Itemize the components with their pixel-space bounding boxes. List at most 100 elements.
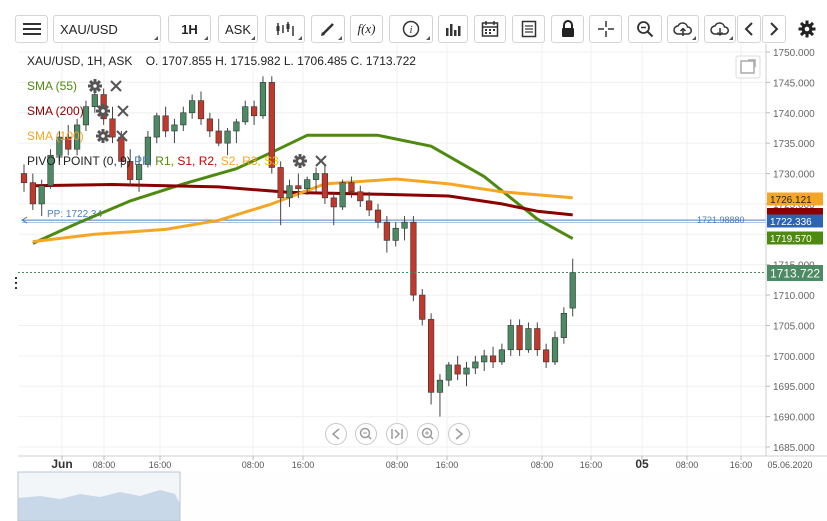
candle-body	[321, 173, 329, 199]
y-tick-label: 1735.000	[773, 139, 815, 150]
candle	[153, 112, 160, 144]
scroll-back-button[interactable]	[325, 423, 347, 445]
zoom-out-icon	[359, 427, 371, 439]
scroll-left-button[interactable]	[737, 15, 761, 43]
candle	[268, 76, 275, 174]
chart-type-button[interactable]	[265, 15, 305, 43]
navigator-mask	[180, 472, 827, 521]
candle	[189, 94, 196, 119]
calendar-button[interactable]	[474, 15, 506, 43]
zoom-button[interactable]	[628, 15, 662, 43]
candle-body	[445, 364, 452, 381]
candle	[569, 258, 576, 317]
indicators-button[interactable]: f(x)	[350, 15, 383, 43]
y-tick-label: 1730.000	[773, 170, 815, 181]
y-tick-label: 1740.000	[773, 109, 815, 120]
x-tick-label: 05	[635, 457, 649, 471]
price-type-select[interactable]: ASK	[218, 15, 258, 43]
navigator-area	[18, 490, 180, 521]
candle	[74, 118, 81, 156]
zoom-in-button[interactable]	[417, 423, 439, 445]
y-tick-label: 1750.000	[773, 48, 815, 59]
menu-button[interactable]	[15, 15, 48, 43]
candle-body	[100, 94, 107, 120]
candle	[357, 185, 364, 207]
candle	[259, 76, 267, 119]
price-label-sma200	[767, 208, 823, 216]
candle-body	[268, 82, 275, 168]
candle	[534, 322, 541, 356]
indicator-legend-pivot[interactable]: PIVOTPOINT (0, 9) PP, R1, S1, R2, S2, R3…	[27, 154, 279, 168]
chevron-right-icon	[455, 428, 464, 440]
gear-icon	[798, 20, 816, 38]
candle	[206, 112, 213, 138]
price-label-text: 1713.722	[770, 267, 820, 281]
zoom-out-button[interactable]	[355, 423, 377, 445]
fullscreen-button[interactable]	[735, 55, 761, 79]
candle	[427, 313, 435, 405]
candle	[454, 355, 461, 381]
candle	[251, 100, 258, 125]
settings-button[interactable]	[792, 15, 822, 43]
template-button[interactable]	[512, 15, 545, 43]
candle	[445, 361, 452, 387]
candle-body	[410, 221, 417, 296]
x-tick-label: 08:00	[676, 460, 699, 470]
candle	[224, 127, 231, 156]
candle	[295, 173, 302, 198]
candle	[135, 155, 143, 192]
pencil-icon	[321, 23, 334, 36]
upload-button[interactable]	[667, 15, 699, 43]
draw-tool-button[interactable]	[311, 15, 345, 43]
candle	[144, 131, 152, 168]
lock-button[interactable]	[551, 15, 584, 43]
candle	[348, 176, 355, 198]
candle-body	[153, 115, 160, 138]
candle-body	[463, 367, 470, 375]
chevron-left-icon	[331, 428, 340, 440]
symbol-select[interactable]: XAU/USD	[53, 15, 161, 43]
candle-body	[127, 161, 134, 180]
timeframe-select[interactable]: 1H	[168, 15, 211, 43]
scroll-right-button[interactable]	[762, 15, 786, 43]
candle	[321, 164, 329, 204]
candle	[180, 106, 187, 131]
candle	[56, 131, 63, 162]
candle-body	[481, 355, 488, 363]
y-tick-label: 1695.000	[773, 382, 815, 393]
volume-button[interactable]	[438, 15, 468, 43]
candle-body	[224, 130, 231, 144]
x-tick-label: 08:00	[386, 460, 409, 470]
candle-body	[392, 227, 399, 241]
indicator-legend-sma55[interactable]: SMA (55)	[27, 79, 77, 93]
resize-handle[interactable]	[15, 277, 17, 289]
reset-zoom-button[interactable]	[386, 423, 408, 445]
candle	[233, 118, 240, 144]
plot-background	[18, 44, 766, 456]
navigator[interactable]	[17, 471, 827, 521]
crosshair-button[interactable]	[589, 15, 622, 43]
candle	[38, 179, 45, 217]
candle-body	[427, 319, 435, 393]
indicator-legend-sma100[interactable]: SMA (100)	[27, 129, 84, 143]
candle	[543, 343, 550, 368]
download-button[interactable]	[704, 15, 736, 43]
navigator-window[interactable]	[17, 471, 181, 521]
lock-icon	[561, 20, 574, 37]
chevron-left-icon	[744, 22, 753, 36]
candle-body	[560, 313, 567, 338]
price-type-label: ASK	[224, 21, 251, 37]
symbol-label: XAU/USD	[60, 21, 118, 37]
ohlc-readout: O. 1707.855 H. 1715.982 L. 1706.485 C. 1…	[145, 54, 416, 68]
indicator-legend-sma200[interactable]: SMA (200)	[27, 104, 84, 118]
x-tick-label: 05.06.2020	[767, 460, 812, 470]
hamburger-icon	[22, 23, 41, 35]
x-tick-label: 08:00	[242, 460, 265, 470]
info-button[interactable]: i	[389, 15, 433, 43]
candle-body	[286, 185, 293, 199]
candle-body	[507, 325, 514, 351]
scroll-forward-button[interactable]	[448, 423, 470, 445]
sma-line-200	[32, 183, 573, 217]
candle	[29, 173, 36, 210]
